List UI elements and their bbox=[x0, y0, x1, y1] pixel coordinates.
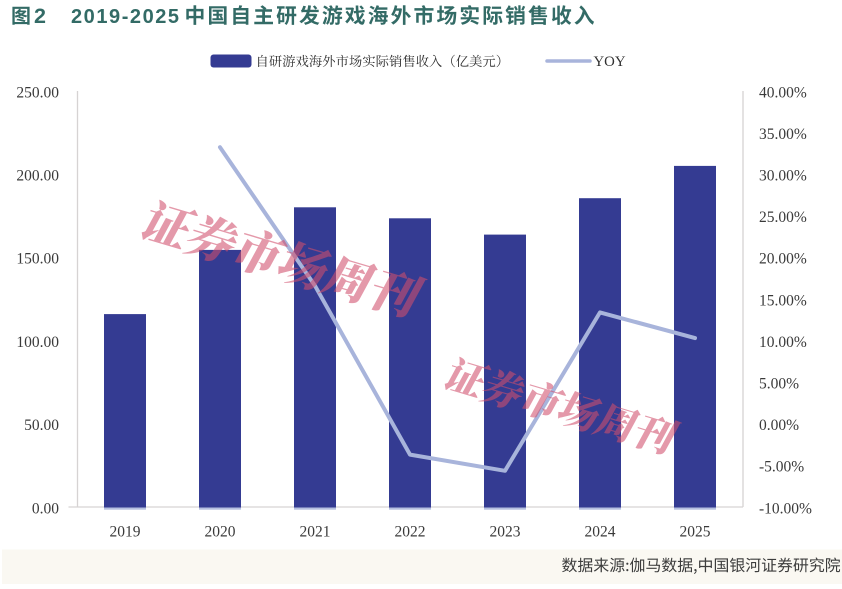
svg-text:200.00: 200.00 bbox=[16, 168, 59, 185]
svg-text:2022: 2022 bbox=[395, 524, 426, 541]
svg-text:2024: 2024 bbox=[585, 524, 616, 541]
svg-text:2019-2025: 2019-2025 bbox=[71, 6, 181, 28]
svg-text:YOY: YOY bbox=[594, 54, 626, 70]
svg-text:2: 2 bbox=[34, 4, 46, 28]
svg-text:2023: 2023 bbox=[490, 524, 521, 541]
svg-text:2019: 2019 bbox=[110, 524, 141, 541]
svg-text:15.00%: 15.00% bbox=[759, 292, 807, 309]
svg-text:150.00: 150.00 bbox=[16, 251, 59, 268]
svg-text:100.00: 100.00 bbox=[16, 334, 59, 351]
svg-text:-5.00%: -5.00% bbox=[759, 459, 804, 476]
svg-text:50.00: 50.00 bbox=[24, 417, 59, 434]
svg-text:2025: 2025 bbox=[680, 524, 711, 541]
svg-text:-10.00%: -10.00% bbox=[759, 500, 812, 517]
svg-text:30.00%: 30.00% bbox=[759, 168, 807, 185]
svg-text:10.00%: 10.00% bbox=[759, 334, 807, 351]
svg-text:2021: 2021 bbox=[300, 524, 331, 541]
svg-text:40.00%: 40.00% bbox=[759, 84, 807, 101]
svg-text:250.00: 250.00 bbox=[16, 84, 59, 101]
svg-text:2020: 2020 bbox=[205, 524, 236, 541]
svg-text:20.00%: 20.00% bbox=[759, 251, 807, 268]
svg-text:0.00: 0.00 bbox=[32, 500, 59, 517]
svg-text:25.00%: 25.00% bbox=[759, 209, 807, 226]
svg-text:35.00%: 35.00% bbox=[759, 126, 807, 143]
svg-text:0.00%: 0.00% bbox=[759, 417, 799, 434]
svg-text:5.00%: 5.00% bbox=[759, 376, 799, 393]
